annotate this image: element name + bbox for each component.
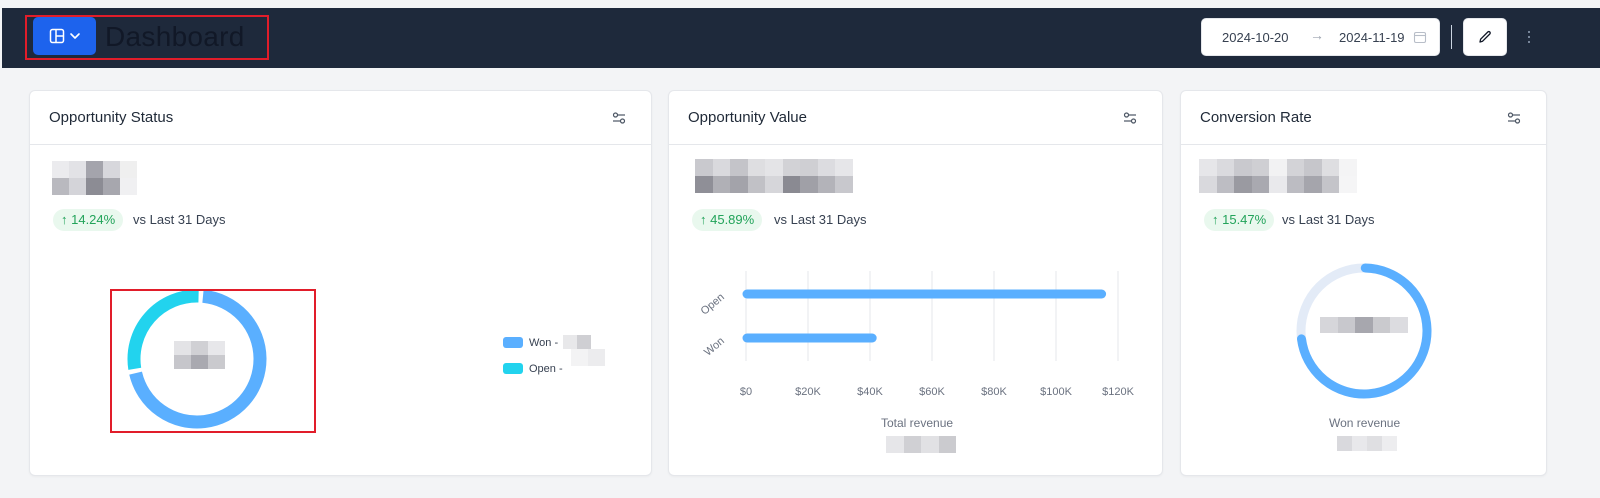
legend-swatch-won [503, 337, 523, 348]
x-tick-label: $40K [857, 386, 883, 398]
edit-button[interactable] [1463, 18, 1507, 56]
comparison-text: vs Last 31 Days [1282, 212, 1375, 227]
legend-label-open: Open - [529, 363, 563, 375]
redacted-metric-value [695, 159, 853, 193]
more-options-button[interactable] [1522, 27, 1536, 47]
opportunity-value-bar-chart: $0 $20K $40K $60K $80K $100K $120K Open Won [699, 271, 1135, 398]
filter-settings-icon[interactable] [1506, 110, 1522, 126]
layout-switcher-button[interactable] [33, 17, 96, 55]
pencil-icon [1479, 30, 1491, 43]
x-tick-label: $120K [1102, 386, 1134, 398]
calendar-icon[interactable] [1413, 30, 1427, 44]
opportunity-value-card: Opportunity Value ↑ 45.89% vs Last 31 Da… [668, 90, 1163, 476]
redacted-donut-center-value [174, 341, 225, 369]
change-badge: ↑ 15.47% [1204, 209, 1275, 231]
redacted-ring-center-value [1320, 317, 1408, 333]
layout-icon [49, 28, 64, 44]
highlight-box [25, 15, 269, 60]
change-badge: ↑ 45.89% [692, 209, 763, 231]
filter-settings-icon[interactable] [611, 110, 627, 126]
redacted-total-value [886, 436, 956, 453]
y-tick-label: Open [699, 291, 727, 317]
filter-settings-icon[interactable] [1122, 110, 1138, 126]
comparison-text: vs Last 31 Days [133, 212, 226, 227]
redacted-won-value [1337, 436, 1397, 451]
redacted-legend-value [563, 335, 591, 349]
chart-caption: Won revenue [1329, 416, 1401, 430]
header-divider [1451, 25, 1452, 49]
redacted-metric-value [52, 161, 137, 195]
donut-slice-open [127, 289, 199, 370]
date-end[interactable]: 2024-11-19 [1339, 30, 1405, 45]
comparison-text: vs Last 31 Days [774, 212, 867, 227]
conversion-rate-card: Conversion Rate ↑ 15.47% vs Last 31 Days… [1180, 90, 1547, 476]
x-tick-label: $100K [1040, 386, 1072, 398]
change-badge: ↑ 14.24% [53, 209, 124, 231]
card-header: Opportunity Value [669, 91, 1162, 145]
legend-swatch-open [503, 363, 523, 374]
redacted-legend-value [571, 349, 605, 366]
arrow-right-icon: → [1310, 27, 1324, 43]
legend-label-won: Won - [529, 337, 559, 349]
ring-progress-arc [1297, 263, 1432, 399]
date-range-picker[interactable]: 2024-10-20 → 2024-11-19 [1201, 18, 1440, 56]
date-start[interactable]: 2024-10-20 [1222, 30, 1289, 45]
page-title: Dashboard [105, 21, 245, 52]
chart-caption: Total revenue [881, 416, 954, 430]
redacted-metric-value [1199, 159, 1357, 193]
x-tick-label: $80K [981, 386, 1007, 398]
card-title: Opportunity Value [688, 109, 807, 126]
highlight-box [110, 289, 316, 433]
y-tick-label: Won [702, 335, 727, 359]
conversion-rate-ring-chart [1296, 263, 1432, 399]
x-tick-label: $20K [795, 386, 821, 398]
x-tick-label: $0 [740, 386, 752, 398]
card-header: Opportunity Status [30, 91, 651, 145]
kebab-icon [1528, 31, 1530, 33]
donut-slice-won [129, 289, 267, 429]
card-title: Opportunity Status [49, 109, 174, 126]
card-title: Conversion Rate [1200, 109, 1312, 126]
x-tick-label: $60K [919, 386, 945, 398]
card-header: Conversion Rate [1181, 91, 1546, 145]
chevron-down-icon [69, 33, 80, 39]
opportunity-status-card: Opportunity Status ↑ 14.24% vs Last 31 D… [29, 90, 652, 476]
opportunity-status-donut-chart [127, 289, 267, 429]
